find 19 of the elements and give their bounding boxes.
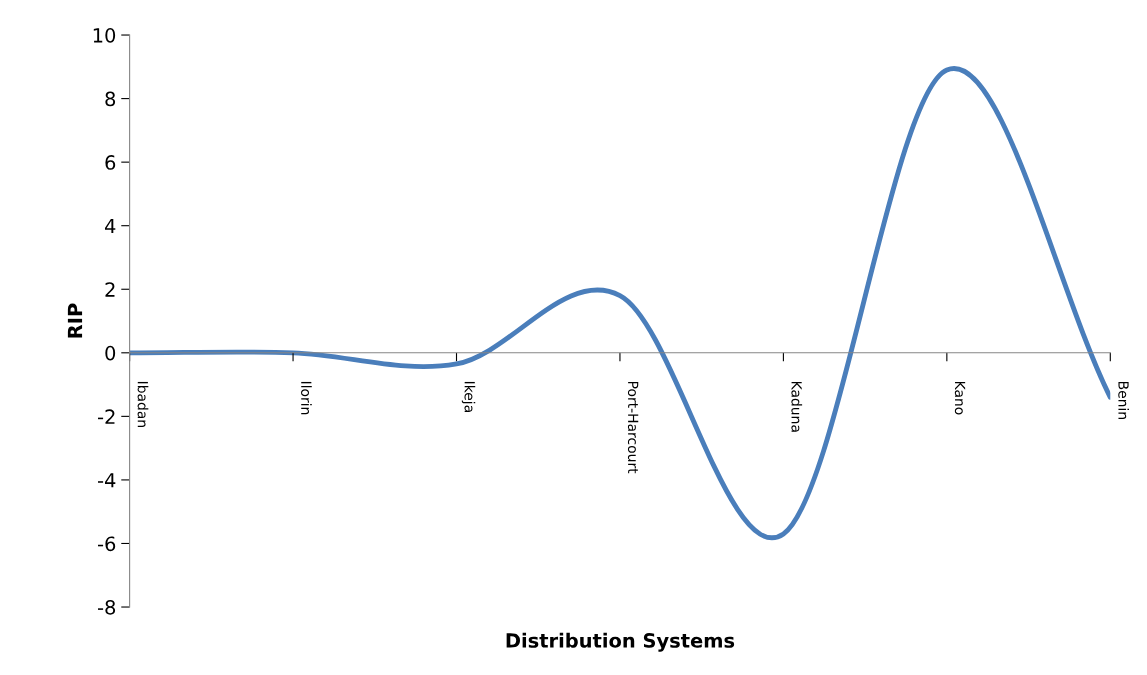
x-tick-label: Benin bbox=[1118, 381, 1130, 419]
y-tick-label: -6 bbox=[97, 536, 116, 552]
y-axis-title: RIP bbox=[67, 303, 83, 338]
y-tick-label: 8 bbox=[105, 91, 116, 107]
y-tick-label: -8 bbox=[97, 599, 116, 615]
y-tick-label: 10 bbox=[93, 27, 116, 43]
x-tick-label: Ibadan bbox=[137, 381, 149, 427]
y-tick-label: 2 bbox=[105, 282, 115, 297]
x-tick-label: Ikeja bbox=[461, 381, 476, 412]
x-tick-label: Kaduna bbox=[791, 381, 803, 432]
x-tick-label: Port-Harcourt bbox=[627, 381, 639, 474]
x-tick-label: Ilorin bbox=[301, 381, 312, 415]
y-tick-label: 6 bbox=[105, 155, 116, 170]
y-tick-label: 0 bbox=[105, 345, 116, 361]
x-axis-title: Distribution Systems bbox=[506, 632, 735, 652]
y-tick-label: 4 bbox=[105, 218, 116, 234]
y-tick-label: -4 bbox=[97, 473, 116, 488]
y-tick-label: -2 bbox=[97, 409, 115, 424]
x-tick-label: Kano bbox=[954, 381, 966, 415]
